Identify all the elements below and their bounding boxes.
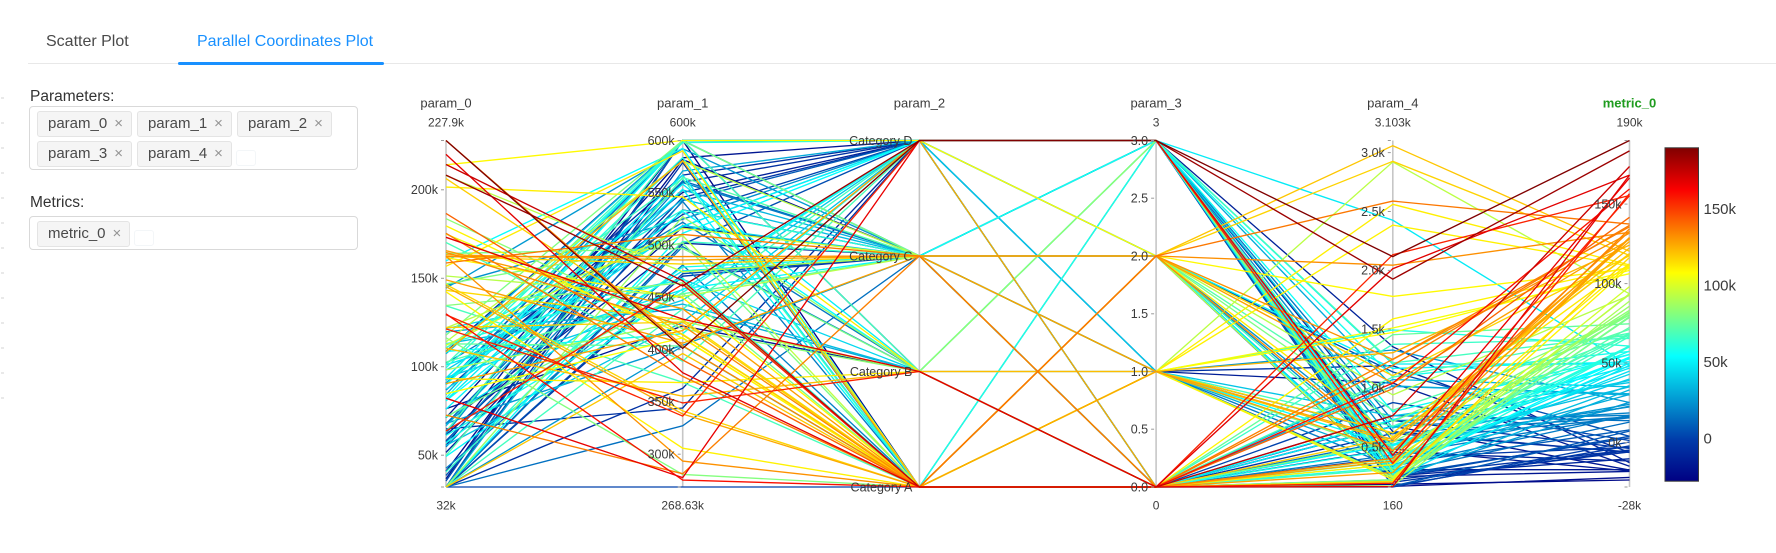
svg-text:2.5k: 2.5k xyxy=(1361,205,1385,219)
svg-text:Category A: Category A xyxy=(851,480,914,494)
svg-text:Category B: Category B xyxy=(850,365,913,379)
svg-text:50k: 50k xyxy=(1601,356,1622,370)
svg-text:50k: 50k xyxy=(418,449,439,463)
svg-text:300k: 300k xyxy=(648,448,676,462)
svg-text:100k: 100k xyxy=(1594,277,1622,291)
svg-text:1.5: 1.5 xyxy=(1131,307,1148,321)
svg-text:600k: 600k xyxy=(648,134,676,148)
svg-text:param_2: param_2 xyxy=(894,96,945,111)
svg-text:3.0k: 3.0k xyxy=(1361,146,1385,160)
svg-text:190k: 190k xyxy=(1616,116,1643,130)
svg-text:0.5k: 0.5k xyxy=(1361,440,1385,454)
svg-text:450k: 450k xyxy=(648,291,676,305)
svg-text:3.103k: 3.103k xyxy=(1375,116,1412,130)
svg-text:2.5: 2.5 xyxy=(1131,192,1148,206)
svg-text:350k: 350k xyxy=(648,395,676,409)
svg-text:2.0: 2.0 xyxy=(1131,249,1148,263)
svg-text:227.9k: 227.9k xyxy=(428,116,465,130)
svg-text:100k: 100k xyxy=(411,360,439,374)
svg-text:600k: 600k xyxy=(670,116,697,130)
svg-text:500k: 500k xyxy=(648,238,676,252)
svg-text:150k: 150k xyxy=(411,272,439,286)
svg-text:Category C: Category C xyxy=(849,249,912,263)
svg-text:2.0k: 2.0k xyxy=(1361,264,1385,278)
svg-text:200k: 200k xyxy=(411,183,439,197)
svg-text:Category D: Category D xyxy=(849,134,912,148)
svg-text:550k: 550k xyxy=(648,186,676,200)
svg-text:1.0k: 1.0k xyxy=(1361,381,1385,395)
svg-text:0.5: 0.5 xyxy=(1131,423,1148,437)
svg-text:0.0: 0.0 xyxy=(1131,480,1148,494)
svg-text:32k: 32k xyxy=(436,499,456,513)
svg-text:400k: 400k xyxy=(648,343,676,357)
svg-text:268.63k: 268.63k xyxy=(661,499,705,513)
svg-text:param_0: param_0 xyxy=(420,96,471,111)
svg-text:150k: 150k xyxy=(1594,197,1622,211)
svg-text:100k: 100k xyxy=(1704,277,1737,294)
svg-text:0: 0 xyxy=(1153,499,1160,513)
svg-text:1.5k: 1.5k xyxy=(1361,323,1385,337)
svg-text:param_3: param_3 xyxy=(1130,96,1181,111)
svg-text:1.0: 1.0 xyxy=(1131,365,1148,379)
svg-text:160: 160 xyxy=(1383,499,1403,513)
svg-text:param_4: param_4 xyxy=(1367,96,1418,111)
svg-text:param_1: param_1 xyxy=(657,96,708,111)
svg-text:3: 3 xyxy=(1153,116,1160,130)
svg-text:3.0: 3.0 xyxy=(1131,134,1148,148)
svg-text:0: 0 xyxy=(1704,430,1712,447)
svg-text:-28k: -28k xyxy=(1618,499,1642,513)
svg-text:50k: 50k xyxy=(1704,354,1729,371)
svg-text:0k: 0k xyxy=(1608,436,1622,450)
svg-text:metric_0: metric_0 xyxy=(1603,96,1656,111)
svg-text:150k: 150k xyxy=(1704,201,1737,218)
